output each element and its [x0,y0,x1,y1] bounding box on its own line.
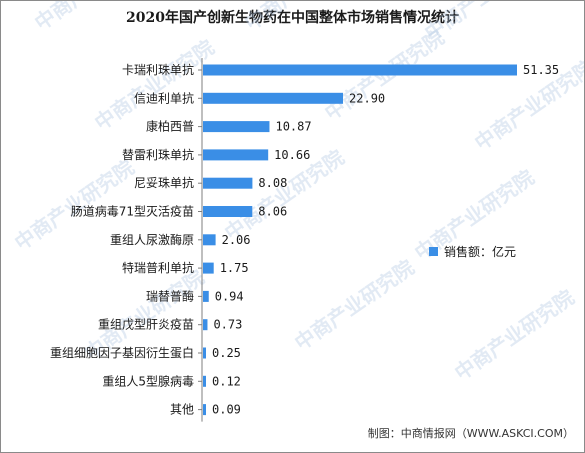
value-label: 51.35 [523,63,559,77]
bar [203,404,206,416]
category-label: 肠道病毒71型灭活疫苗 [71,204,194,219]
category-label: 信迪利单抗 [134,90,194,105]
value-label: 8.08 [258,176,287,190]
value-label: 0.73 [213,318,242,332]
value-label: 0.09 [212,403,241,417]
bar [203,319,208,331]
category-label: 卡瑞利珠单抗 [122,62,194,77]
bar [203,149,269,161]
category-label: 重组人尿激酶原 [110,232,194,247]
bar [203,121,270,133]
value-label: 0.12 [212,374,241,388]
value-label: 1.75 [220,261,249,275]
bar [203,206,253,217]
value-label: 0.25 [212,346,241,360]
value-label: 0.94 [215,289,244,303]
watermark-text: 中商产业研究院 [450,285,578,385]
legend-swatch [429,247,438,256]
category-label: 替雷利珠单抗 [122,147,194,162]
bar [203,177,253,189]
category-label: 特瑞普利单抗 [122,260,194,275]
category-label: 重组戊型肝炎疫苗 [98,317,194,332]
bar [203,347,206,359]
category-label: 其他 [170,403,194,417]
value-label: 22.90 [349,91,385,105]
watermark-text: 中商产业研究院 [290,255,418,355]
category-label: 瑞替普酶 [146,288,194,303]
category-label: 尼妥珠单抗 [134,175,194,190]
category-label: 重组人5型腺病毒 [102,373,194,388]
watermark-text: 中商产业研究院 [240,1,368,35]
value-label: 8.06 [258,205,287,219]
value-label: 2.06 [222,233,251,247]
value-label: 10.87 [275,120,311,134]
bar [203,92,344,104]
category-label: 重组细胞因子基因衍生蛋白 [50,345,194,360]
bar [203,290,209,302]
bar [203,234,216,246]
category-label: 康柏西普 [146,119,194,134]
value-label: 10.66 [274,148,310,162]
bar [203,262,214,274]
bar [203,375,206,387]
chart-title: 2020年国产创新生物药在中国整体市场销售情况统计 [126,10,459,26]
source-note: 制图：中商情报网（WWW.ASKCI.COM） [367,427,574,440]
legend-label: 销售额：亿元 [444,244,516,259]
watermark-text: 中商产业研究院 [30,1,158,35]
bar [203,64,517,76]
